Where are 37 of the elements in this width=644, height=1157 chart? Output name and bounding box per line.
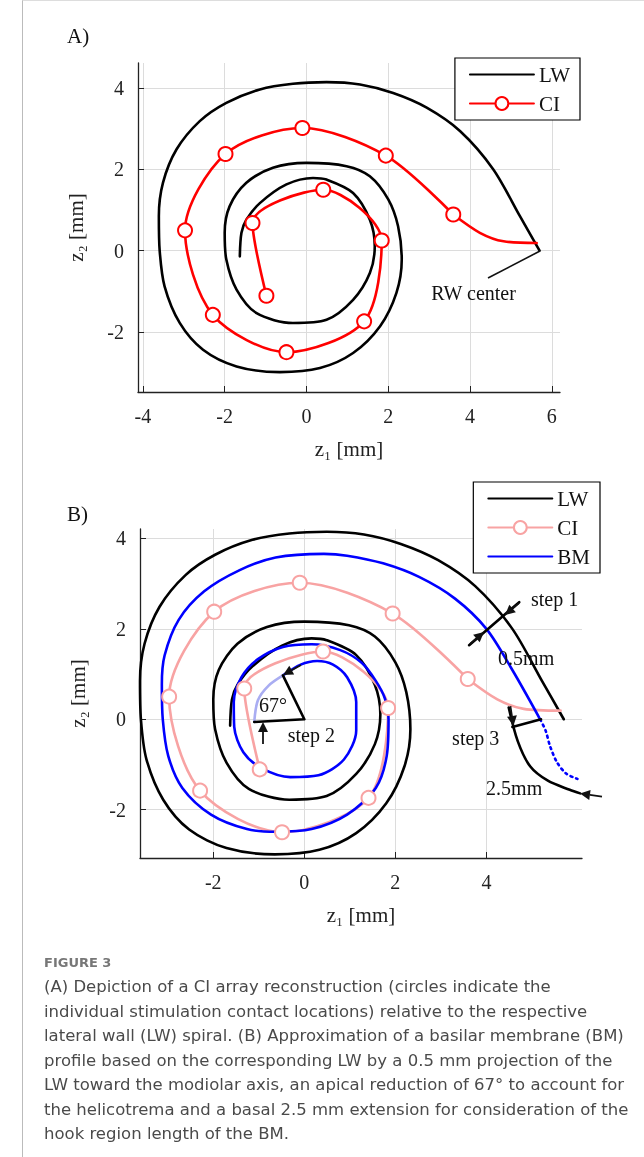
x-tick-label: 0 <box>299 871 310 893</box>
annotation: RW center <box>431 281 517 304</box>
y-tick-label: -2 <box>107 320 124 343</box>
text: (A) Depiction of a CI array reconstruction (circles indicate the individual stimulation contact locations) relative to the respective lateral wall (LW) spiral. (B) Approximation of a basilar membrane (BM) profile based on the corresponding LW by a 0.5 mm projection of the LW toward the modiolar axis, an apical reduction of 67° to account for the helicotrema and a basal 2.5 mm extension for consideration of the hook region length of the BM. <box>44 976 629 1145</box>
annotation: step 2 <box>287 723 335 747</box>
y-tick-label: -2 <box>109 798 126 821</box>
legend-label: LW <box>557 486 589 511</box>
x-tick-label: -2 <box>204 871 222 893</box>
legend-label: CI <box>538 91 560 116</box>
x-tick-label: -4 <box>134 405 152 427</box>
y-tick-label: 2 <box>116 617 126 640</box>
annotation: step 3 <box>452 727 500 751</box>
y-tick-label: 0 <box>116 708 126 731</box>
annotation: step 1 <box>531 587 579 611</box>
x-tick-label: 4 <box>465 405 476 427</box>
chart-title: B) <box>67 501 89 526</box>
x-tick-label: -2 <box>216 405 234 427</box>
x-tick-label: 6 <box>546 405 557 427</box>
x-tick-label: 0 <box>301 405 312 427</box>
chart-title: A) <box>67 23 90 48</box>
legend-label: LW <box>538 62 571 87</box>
x-tick-label: 2 <box>390 871 401 893</box>
y-tick-label: 4 <box>116 527 126 550</box>
y-axis-title: z₂ [mm] <box>65 659 90 728</box>
x-tick-label: 4 <box>481 871 492 893</box>
x-axis-title: z₁ [mm] <box>326 902 396 927</box>
x-axis-title: z₁ [mm] <box>314 436 384 461</box>
y-tick-label: 4 <box>114 77 124 100</box>
legend-label: BM <box>557 544 591 569</box>
legend-label: CI <box>557 515 579 540</box>
annotation: 2.5mm <box>486 777 543 800</box>
caption: FIGURE 3 <box>44 955 113 970</box>
y-axis-title: z₂ [mm] <box>63 193 88 262</box>
y-tick-label: 0 <box>114 239 124 262</box>
annotation: 67° <box>258 694 287 717</box>
y-tick-label: 2 <box>114 158 124 181</box>
x-tick-label: 2 <box>383 405 394 427</box>
